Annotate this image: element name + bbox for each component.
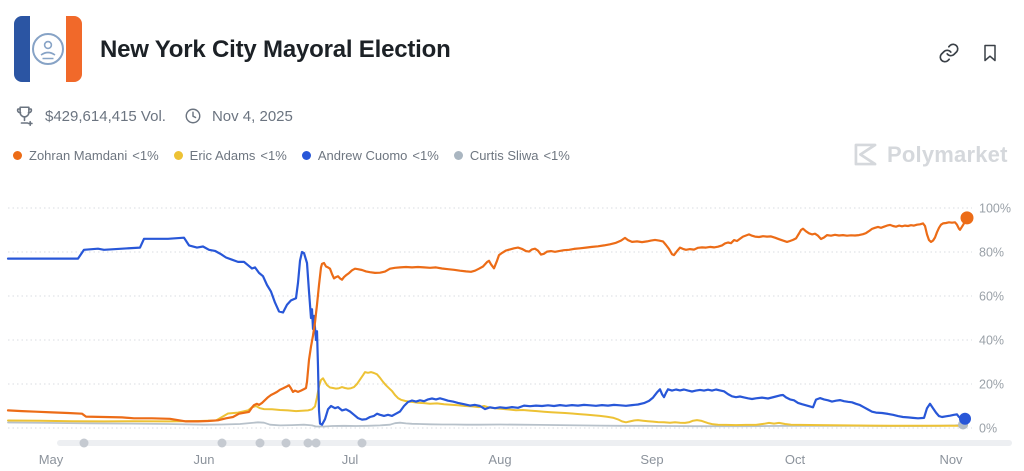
x-axis-label: Sep [640, 452, 663, 467]
legend-label: Eric Adams [189, 148, 256, 163]
legend-label: Curtis Sliwa [469, 148, 539, 163]
x-axis-label: Nov [939, 452, 963, 467]
polymarket-logo-icon [854, 143, 877, 166]
adams-dot-icon [173, 151, 183, 160]
y-axis-label: 100% [979, 202, 1011, 216]
flag-stripe-blue [14, 16, 30, 82]
polymarket-watermark: Polymarket [852, 141, 1008, 168]
legend-item-cuomo[interactable]: Andrew Cuomo <1% [301, 148, 439, 163]
y-axis-label: 80% [979, 246, 1004, 260]
legend-label: Zohran Mamdani [29, 148, 128, 163]
x-axis-label: May [39, 452, 64, 467]
clock-icon [185, 108, 201, 124]
legend-label: Andrew Cuomo [317, 148, 408, 163]
legend-value: <1% [132, 148, 159, 163]
legend-item-sliwa[interactable]: Curtis Sliwa <1% [453, 148, 570, 163]
copy-link-icon[interactable] [938, 42, 960, 64]
volume-value: $429,614,415 Vol. [45, 107, 166, 125]
timeline-event-dot[interactable] [79, 438, 89, 448]
market-stats: $429,614,415 Vol. Nov 4, 2025 [14, 104, 293, 128]
flag-stripe-orange [65, 16, 82, 82]
timeline-event-dot[interactable] [217, 438, 227, 448]
nyc-flag-icon [14, 16, 82, 82]
legend-item-mamdani[interactable]: Zohran Mamdani <1% [13, 148, 159, 163]
adams-line [7, 371, 968, 427]
x-axis-label: Oct [785, 452, 806, 467]
legend-value: <1% [260, 148, 287, 163]
timeline-event-dot[interactable] [303, 438, 313, 448]
legend-value: <1% [412, 148, 439, 163]
sliwa-dot-icon [453, 151, 463, 160]
timeline-scrubber[interactable] [57, 440, 1012, 446]
x-axis-label: Aug [488, 452, 511, 467]
trophy-icon [16, 106, 33, 126]
y-axis-label: 0% [979, 422, 997, 436]
timeline-event-dot[interactable] [311, 438, 321, 448]
cuomo-dot-icon [301, 151, 311, 160]
page-title: New York City Mayoral Election [100, 36, 451, 63]
polymarket-logo-text: Polymarket [887, 141, 1008, 167]
end-date: Nov 4, 2025 [211, 107, 293, 125]
timeline-event-dot[interactable] [281, 438, 291, 448]
cuomo-line [6, 236, 969, 426]
y-axis-label: 40% [979, 334, 1004, 348]
timeline-event-dot[interactable] [357, 438, 367, 448]
sliwa-line [7, 421, 968, 428]
cuomo-end-dot [959, 412, 971, 425]
legend-item-adams[interactable]: Eric Adams <1% [173, 148, 287, 163]
bookmark-icon[interactable] [980, 42, 1000, 64]
x-axis-label: Jul [342, 452, 359, 467]
nyc-seal-icon [31, 33, 64, 65]
timeline-event-dot[interactable] [255, 438, 265, 448]
y-axis-label: 20% [979, 378, 1004, 392]
legend-value: <1% [543, 148, 570, 163]
flag-stripe-white [29, 16, 66, 82]
mamdani-end-dot [960, 211, 974, 225]
mamdani-dot-icon [13, 151, 22, 160]
mamdani-line [6, 216, 969, 423]
y-axis-label: 60% [979, 290, 1004, 304]
chart-legend: Zohran Mamdani <1% Eric Adams <1% Andrew… [13, 148, 570, 163]
x-axis-label: Jun [194, 452, 215, 467]
